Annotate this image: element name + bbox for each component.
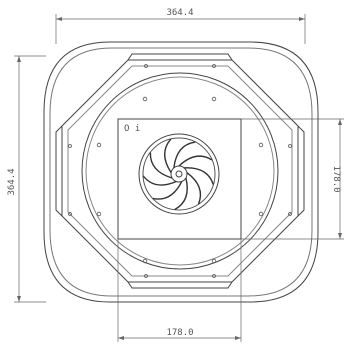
dimension-arrows xyxy=(17,17,342,340)
impeller-housing-circle xyxy=(81,72,279,270)
bottom-tab xyxy=(127,281,233,289)
inlet-square xyxy=(117,118,242,240)
top-tab xyxy=(127,53,233,61)
inner-housing-line xyxy=(49,47,313,297)
left-tab xyxy=(55,125,63,217)
dimension-top-label: 364.4 xyxy=(166,8,193,18)
dimension-right-label: 178.0 xyxy=(331,165,341,192)
outer-housing xyxy=(43,41,319,303)
impeller-hub-center xyxy=(175,170,183,178)
impeller-blades xyxy=(142,138,214,211)
impeller-ring xyxy=(142,137,216,211)
right-tab xyxy=(297,125,305,217)
dimension-left-label: 364.4 xyxy=(7,168,17,195)
inlet-label: O i xyxy=(124,124,140,134)
impeller-housing-circle-inner xyxy=(85,76,275,266)
impeller-outer xyxy=(138,133,220,215)
mounting-flange-inner xyxy=(67,65,293,277)
mounting-holes xyxy=(68,64,292,278)
dimension-bottom-label: 178.0 xyxy=(166,328,193,338)
